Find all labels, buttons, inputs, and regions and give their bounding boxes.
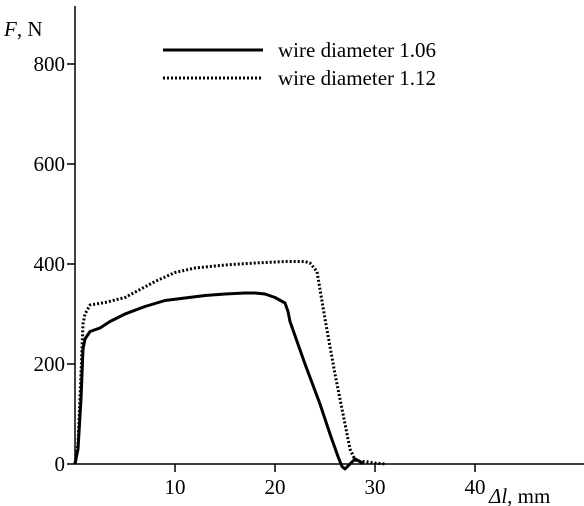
x-axis-title: Δl, mm xyxy=(488,484,550,506)
ticks: 0 200 400 600 800 10 20 30 40 xyxy=(34,52,486,499)
x-tick-label: 10 xyxy=(165,475,186,499)
y-axis-unit: , N xyxy=(17,17,43,41)
y-axis-title: F, N xyxy=(3,17,43,41)
x-tick-label: 20 xyxy=(265,475,286,499)
y-axis-variable: F xyxy=(3,17,17,41)
series-lines xyxy=(73,260,386,471)
y-tick-label: 200 xyxy=(34,352,66,376)
y-tick-label: 400 xyxy=(34,252,66,276)
legend-label-2: wire diameter 1.12 xyxy=(278,66,436,90)
x-tick-label: 40 xyxy=(465,475,486,499)
legend-label-1: wire diameter 1.06 xyxy=(278,38,436,62)
x-axis-variable: Δl xyxy=(488,484,507,506)
legend: wire diameter 1.06 wire diameter 1.12 xyxy=(163,38,436,90)
series-line-2 xyxy=(73,260,386,466)
y-tick-label: 600 xyxy=(34,152,66,176)
y-tick-label: 800 xyxy=(34,52,66,76)
x-axis-unit: , mm xyxy=(507,484,550,506)
axes xyxy=(74,6,584,465)
x-tick-label: 30 xyxy=(365,475,386,499)
y-tick-label: 0 xyxy=(55,452,66,476)
series-line-1 xyxy=(73,291,364,471)
